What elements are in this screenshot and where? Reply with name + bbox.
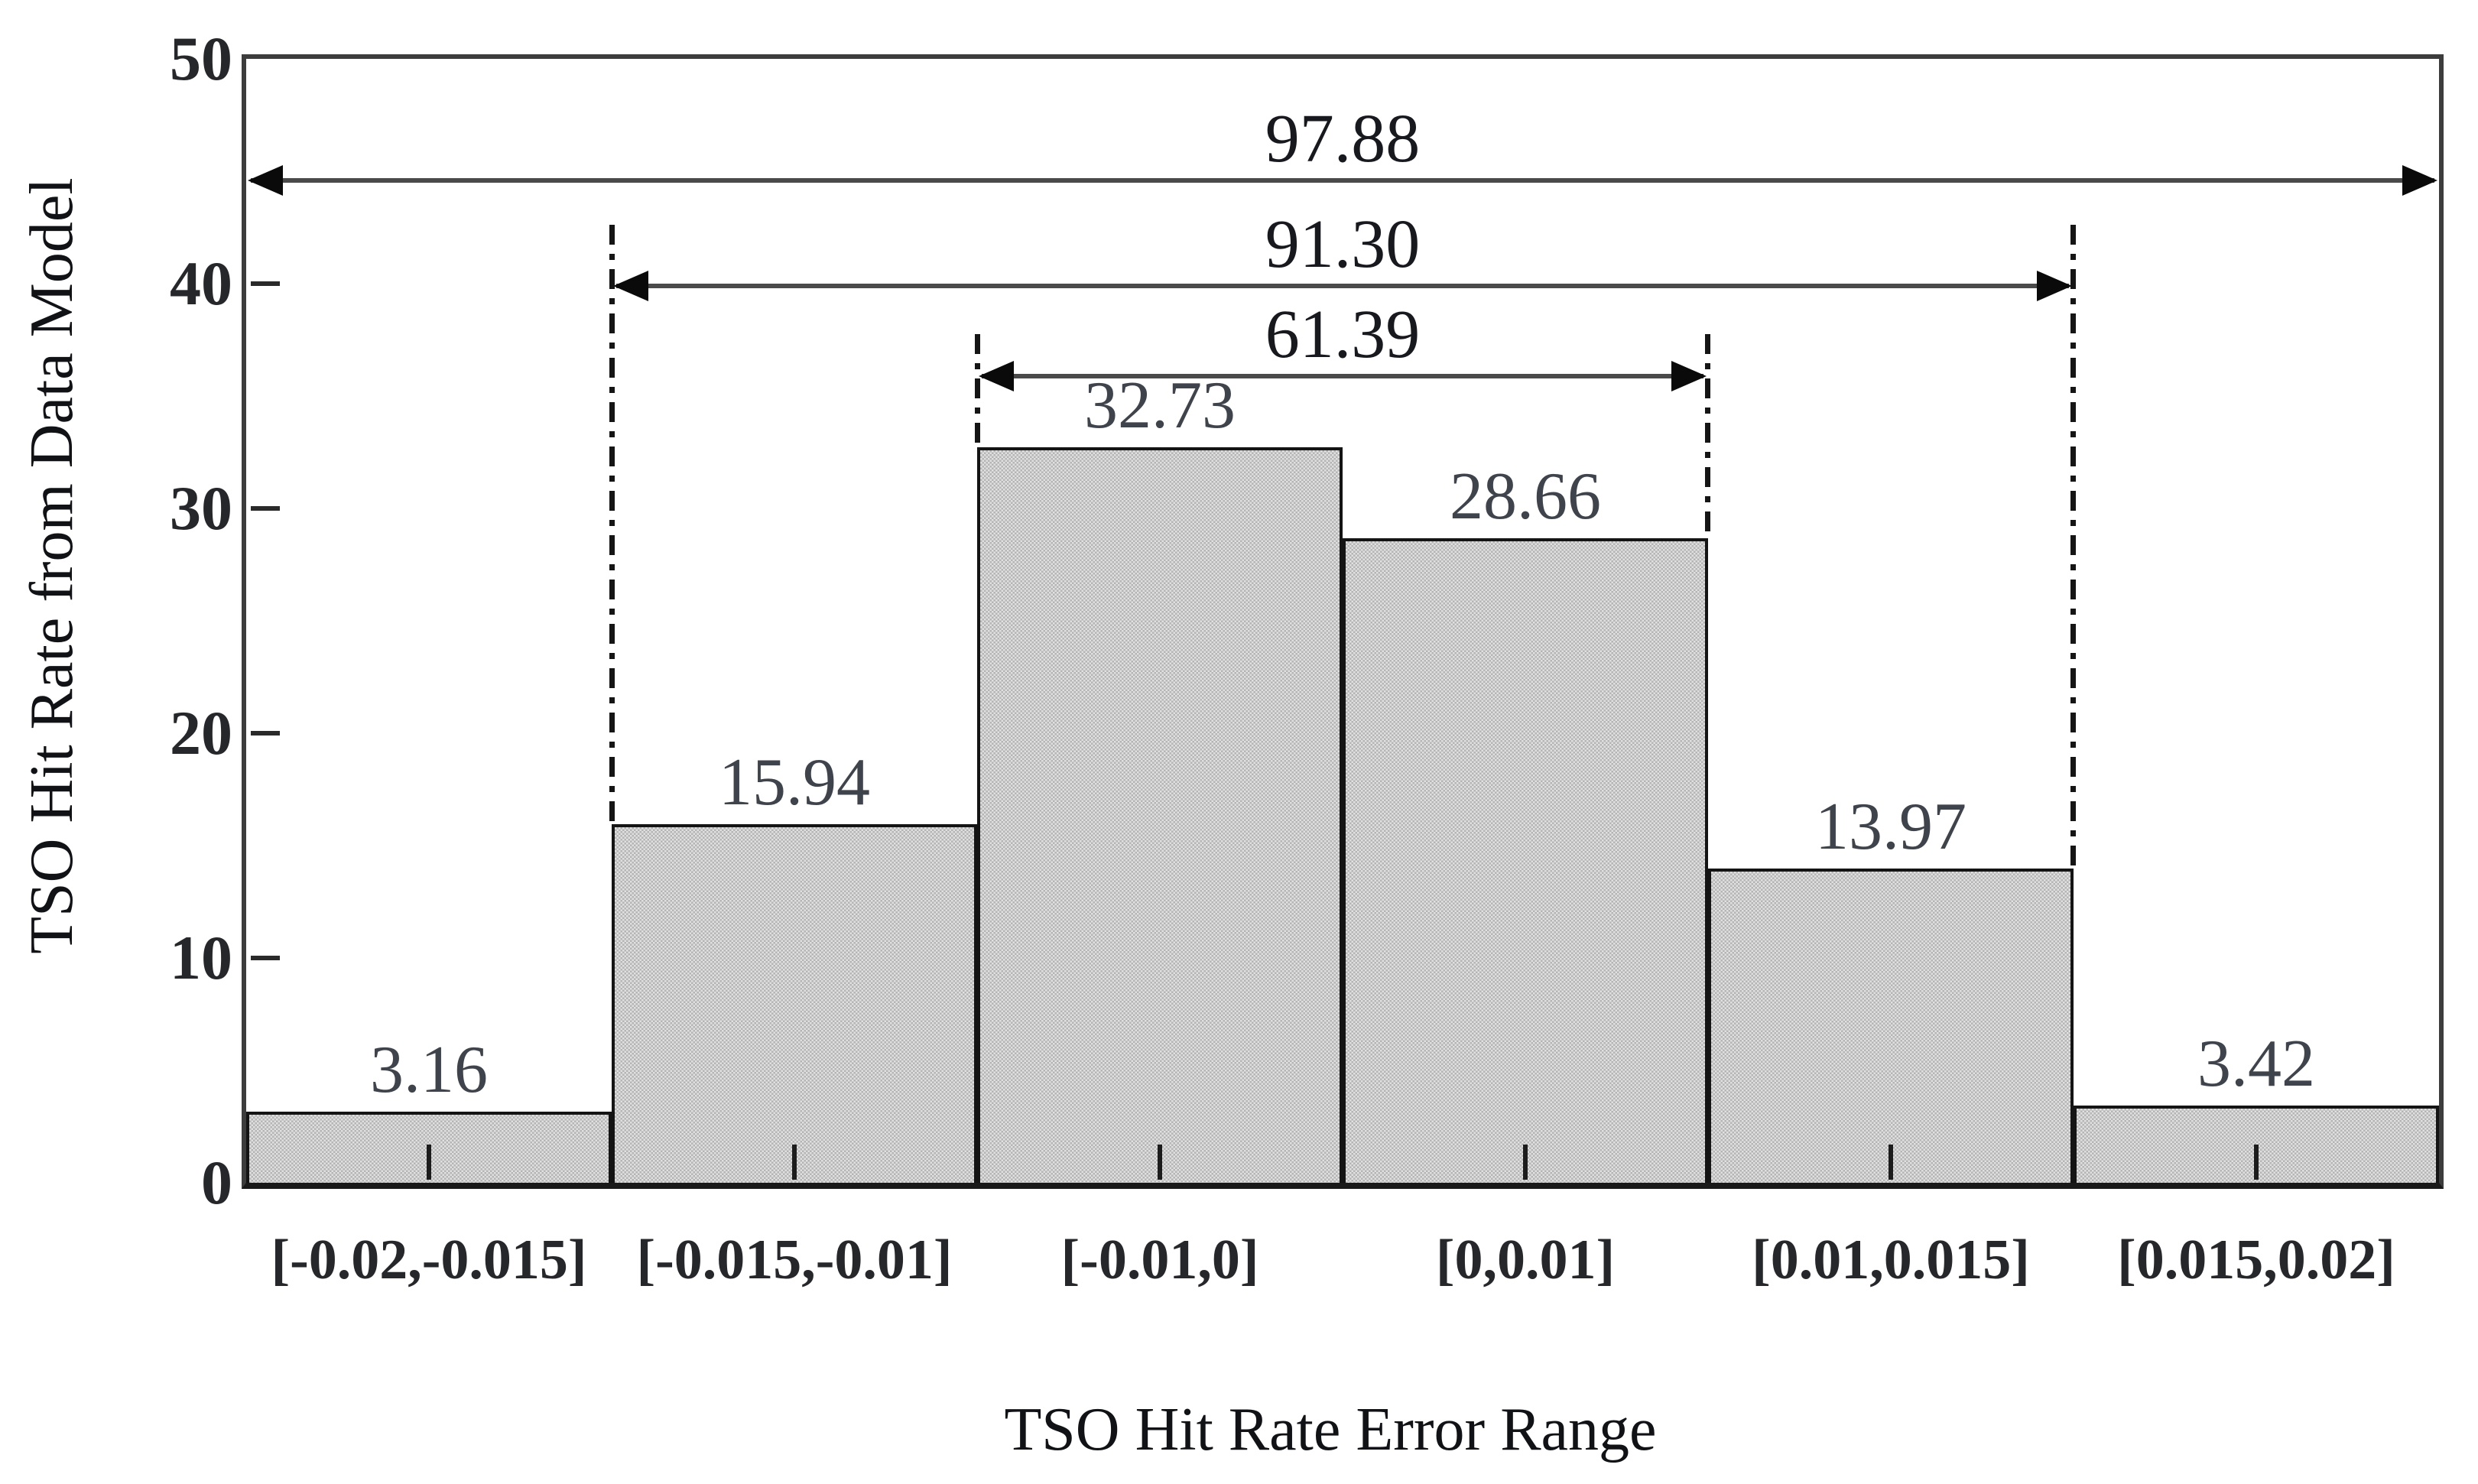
bar-value-label: 13.97 <box>1815 790 1966 865</box>
y-tick-label: 0 <box>201 1148 232 1217</box>
dash-dot-guide-line <box>975 333 980 447</box>
bar-value-label: 32.73 <box>1084 368 1236 443</box>
y-tick-mark <box>251 506 280 511</box>
bar-value-label: 3.16 <box>370 1033 488 1108</box>
arrow-head-left-icon <box>248 164 283 196</box>
dash-dot-guide-line <box>609 224 615 825</box>
x-tick-label: [0.01,0.015] <box>1752 1229 2030 1291</box>
bar <box>612 824 977 1183</box>
dash-dot-guide-line <box>1705 333 1710 539</box>
y-tick-mark <box>251 731 280 736</box>
x-tick-mark <box>427 1145 431 1180</box>
x-tick-mark <box>792 1145 797 1180</box>
x-tick-label: [-0.01,0] <box>1060 1229 1259 1291</box>
x-axis-title: TSO Hit Rate Error Range <box>1004 1396 1657 1463</box>
arrow-head-left-icon <box>979 360 1014 391</box>
arrow-head-right-icon <box>2037 270 2072 301</box>
x-tick-mark <box>1523 1145 1528 1180</box>
x-tick-label: [0,0.01] <box>1435 1229 1616 1291</box>
bar <box>1343 538 1708 1183</box>
arrow-head-left-icon <box>613 270 648 301</box>
bar <box>977 446 1343 1183</box>
arrow-head-right-icon <box>1671 360 1707 391</box>
bar-value-label: 15.94 <box>719 745 870 820</box>
y-tick-label: 30 <box>170 473 232 543</box>
arrow-head-right-icon <box>2402 164 2437 196</box>
span-arrow-label: 91.30 <box>1265 206 1421 282</box>
span-arrow <box>251 177 2434 183</box>
y-tick-label: 20 <box>170 698 232 768</box>
y-tick-mark <box>251 956 280 960</box>
x-tick-label: [0.015,0.02] <box>2117 1229 2395 1291</box>
y-tick-label: 10 <box>170 923 232 992</box>
y-tick-label: 40 <box>170 248 232 318</box>
span-arrow <box>616 283 2069 288</box>
x-tick-mark <box>1158 1145 1162 1180</box>
bar-value-label: 28.66 <box>1450 459 1601 534</box>
bar <box>1708 869 2074 1183</box>
dash-dot-guide-line <box>2070 224 2076 869</box>
span-arrow <box>982 373 1703 378</box>
span-arrow-label: 61.39 <box>1265 296 1421 372</box>
y-tick-mark <box>251 281 280 286</box>
x-tick-label: [-0.015,-0.01] <box>636 1229 953 1291</box>
y-tick-label: 50 <box>170 24 232 93</box>
x-tick-label: [-0.02,-0.015] <box>271 1229 587 1291</box>
x-tick-mark <box>1889 1145 1893 1180</box>
x-tick-mark <box>2254 1145 2259 1180</box>
span-arrow-label: 97.88 <box>1265 100 1421 177</box>
y-axis-title: TSO Hit Rate from Data Model <box>18 177 86 954</box>
bar-value-label: 3.42 <box>2197 1027 2315 1102</box>
